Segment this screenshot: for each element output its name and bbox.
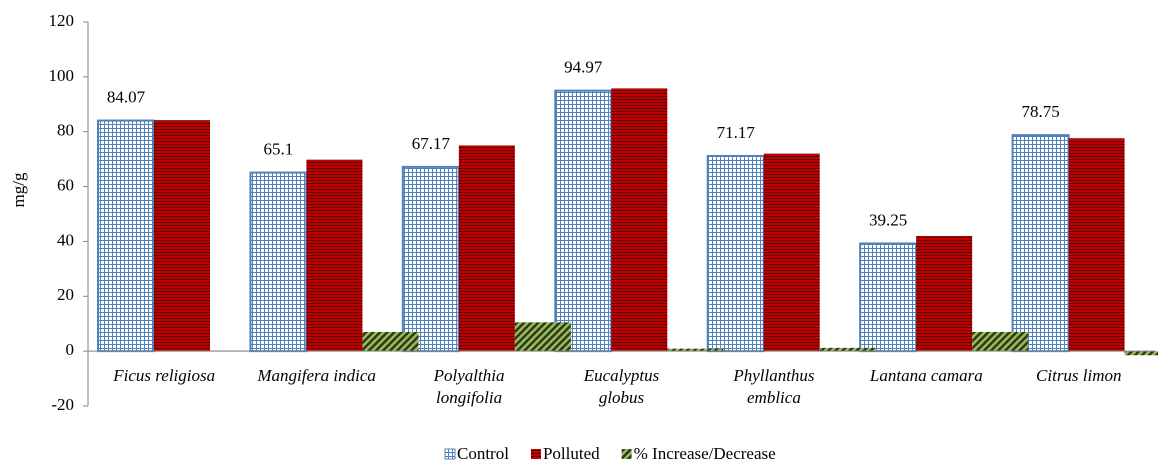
bar: [97, 119, 155, 353]
data-label: 67.17: [412, 134, 451, 153]
bar: [514, 322, 571, 352]
bar: [916, 235, 973, 352]
legend-swatch: [530, 449, 541, 459]
data-label: 78.75: [1021, 102, 1059, 121]
bar: [306, 159, 363, 352]
bar: [154, 120, 210, 352]
data-label: 71.17: [717, 123, 756, 142]
bar: [859, 242, 918, 353]
legend-swatch: [621, 449, 632, 459]
y-tick-label: 60: [57, 175, 74, 194]
bar: [1124, 351, 1158, 356]
y-tick-label: 80: [57, 121, 74, 140]
x-tick-label: Lantana camara: [869, 366, 983, 385]
legend-label: Control: [457, 444, 509, 463]
bar: [1068, 138, 1125, 352]
legend-label: % Increase/Decrease: [634, 444, 776, 463]
y-tick-label: 40: [57, 230, 74, 249]
bar: [667, 348, 724, 352]
data-label: 65.1: [264, 139, 294, 158]
bar: [249, 171, 308, 353]
legend-label: Polluted: [543, 444, 600, 463]
bar: [819, 347, 876, 352]
bar: [362, 331, 419, 352]
bar: [1011, 134, 1070, 353]
bar: [458, 145, 515, 352]
bar: [611, 88, 668, 352]
data-label: 39.25: [869, 210, 907, 229]
y-tick-label: 120: [49, 11, 75, 30]
bar: [706, 154, 765, 353]
x-tick-label: Polyalthia longifolia: [433, 366, 505, 407]
bar: [763, 153, 820, 352]
y-tick-label: -20: [51, 395, 74, 414]
y-tick-label: 100: [49, 66, 75, 85]
x-tick-label: Mangifera indica: [256, 366, 376, 385]
y-tick-label: 20: [57, 285, 74, 304]
x-tick-label: Eucalyptus globus: [583, 366, 660, 407]
bar: [554, 89, 613, 353]
bar: [972, 331, 1029, 352]
x-tick-label: Ficus religiosa: [112, 366, 215, 385]
y-tick-label: 0: [66, 340, 75, 359]
data-label: 84.07: [107, 87, 146, 106]
legend-swatch: [444, 448, 456, 460]
x-tick-label: Phyllanthus emblica: [732, 366, 815, 407]
data-label: 94.97: [564, 58, 603, 77]
y-axis-label: mg/g: [9, 172, 28, 207]
x-tick-label: Citrus limon: [1036, 366, 1122, 385]
bar: [401, 165, 460, 353]
